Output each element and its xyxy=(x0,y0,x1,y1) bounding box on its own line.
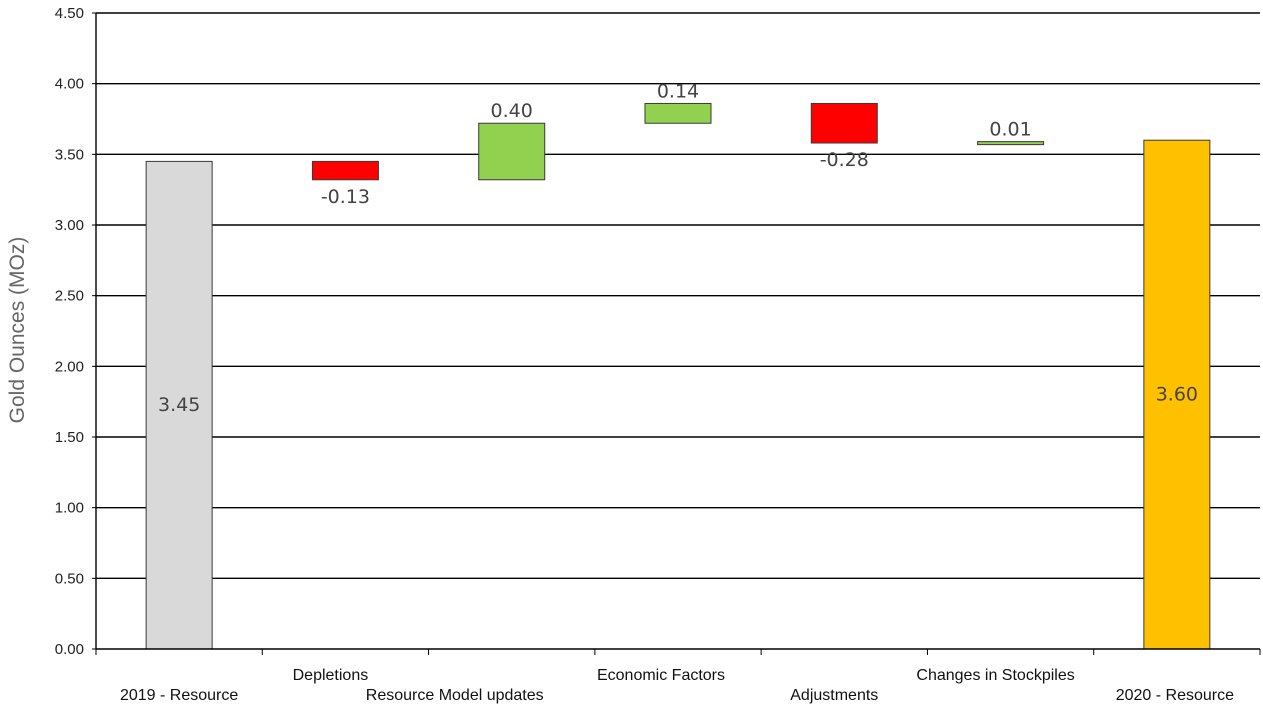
bar-economic-factors xyxy=(644,102,712,124)
data-label: 0.14 xyxy=(657,80,699,102)
x-category-label: Changes in Stockpiles xyxy=(916,667,1074,684)
x-category-label: Resource Model updates xyxy=(366,687,544,704)
y-tick-label: 4.00 xyxy=(55,76,84,93)
y-tick-label: 3.50 xyxy=(55,146,84,163)
y-tick-label: 0.50 xyxy=(55,570,84,587)
data-label: 3.45 xyxy=(158,394,200,416)
x-category-label: 2019 - Resource xyxy=(120,687,238,704)
y-tick-label: 3.00 xyxy=(55,217,84,234)
y-tick-label: 1.50 xyxy=(55,429,84,446)
data-label: -0.13 xyxy=(321,186,370,208)
x-category-label: Adjustments xyxy=(790,687,878,704)
data-label: 0.01 xyxy=(989,119,1031,141)
bar-2019-resource xyxy=(145,160,213,650)
x-category-label: 2020 - Resource xyxy=(1116,687,1234,704)
bar-adjustments xyxy=(810,102,878,144)
y-tick-label: 0.00 xyxy=(55,641,84,658)
x-axis-category-labels: 2019 - Resource Depletions Resource Model … xyxy=(120,667,1234,704)
data-labels: 3.45 -0.13 0.40 0.14 -0.28 0.01 3.60 xyxy=(158,80,1198,416)
axes xyxy=(92,12,1261,655)
bars xyxy=(145,102,1211,650)
data-label: -0.28 xyxy=(820,149,869,171)
x-category-label: Depletions xyxy=(293,667,369,684)
y-axis-title: Gold Ounces (MOz) xyxy=(6,237,29,424)
data-label: 0.40 xyxy=(491,100,533,122)
bar-resource-model-updates xyxy=(478,122,546,181)
bar-changes-in-stockpiles xyxy=(977,141,1045,146)
gridlines xyxy=(96,12,1260,580)
data-label: 3.60 xyxy=(1156,384,1198,406)
y-axis-tick-labels: 0.00 0.50 1.00 1.50 2.00 2.50 3.00 3.50 4.00 4.50 xyxy=(55,5,84,658)
bar-depletions xyxy=(311,160,379,181)
y-tick-label: 1.00 xyxy=(55,500,84,517)
y-tick-label: 2.50 xyxy=(55,288,84,305)
y-tick-label: 2.00 xyxy=(55,358,84,375)
x-category-label: Economic Factors xyxy=(597,667,725,684)
y-tick-label: 4.50 xyxy=(55,5,84,22)
